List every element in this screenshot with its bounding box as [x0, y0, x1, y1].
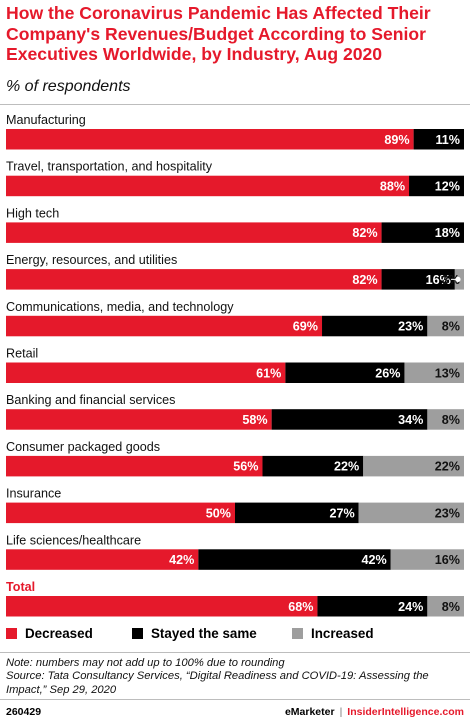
legend-decreased-swatch [6, 628, 17, 639]
value-label-communications-media-and-technology-increased: 8% [442, 320, 460, 334]
value-label-manufacturing-decreased: 89% [384, 133, 409, 147]
value-label-banking-and-financial-services-increased: 8% [442, 413, 460, 427]
bar-total-stayed-the-same [317, 596, 428, 617]
brand-emarketer: eMarketer [284, 706, 335, 718]
value-label-consumer-packaged-goods-stayed-the-same: 22% [334, 460, 359, 474]
value-label-total-increased: 8% [442, 600, 460, 614]
value-label-retail-stayed-the-same: 26% [375, 366, 400, 380]
brand-insider-intelligence[interactable]: InsiderIntelligence.com [347, 706, 464, 718]
value-label-energy-resources-and-utilities-stayed-the-same: 16% [426, 273, 451, 287]
value-label-insurance-stayed-the-same: 27% [329, 506, 354, 520]
notes-divider [0, 652, 470, 653]
category-label-energy-resources-and-utilities: Energy, resources, and utilities [6, 253, 177, 267]
value-label-consumer-packaged-goods-increased: 22% [435, 460, 460, 474]
value-label-energy-resources-and-utilities-decreased: 82% [352, 273, 377, 287]
category-label-travel-transportation-and-hospitality: Travel, transportation, and hospitality [6, 160, 213, 174]
bar-energy-resources-and-utilities-decreased [6, 269, 382, 290]
chart-subtitle: % of respondents [6, 78, 131, 95]
source-text: Source: Tata Consultancy Services, “Digi… [6, 670, 429, 696]
bar-consumer-packaged-goods-increased [363, 455, 464, 477]
category-label-insurance: Insurance [6, 487, 61, 501]
value-label-life-sciences-healthcare-decreased: 42% [169, 553, 194, 567]
footer-brands: eMarketer | InsiderIntelligence.com [285, 706, 464, 718]
bar-travel-transportation-and-hospitality-decreased [6, 175, 410, 197]
value-label-communications-media-and-technology-decreased: 69% [293, 320, 318, 334]
value-label-high-tech-decreased: 82% [352, 226, 377, 240]
value-label-life-sciences-healthcare-increased: 16% [435, 553, 460, 567]
top-divider [0, 104, 470, 105]
note-text: Note: numbers may not add up to 100% due… [6, 657, 285, 669]
value-label-total-stayed-the-same: 24% [398, 600, 423, 614]
category-label-total: Total [6, 580, 35, 594]
bar-insurance-stayed-the-same [235, 502, 359, 524]
value-label-total-decreased: 68% [288, 600, 313, 614]
value-label-high-tech-stayed-the-same: 18% [435, 226, 460, 240]
category-label-communications-media-and-technology: Communications, media, and technology [6, 300, 234, 314]
footer-divider [0, 699, 470, 700]
value-label-communications-media-and-technology-stayed-the-same: 23% [398, 320, 423, 334]
bar-retail-stayed-the-same [285, 362, 405, 383]
bar-life-sciences-healthcare-decreased [6, 549, 199, 570]
chart-id: 260429 [6, 706, 42, 718]
category-label-life-sciences-healthcare: Life sciences/healthcare [6, 533, 141, 547]
category-label-manufacturing: Manufacturing [6, 113, 86, 127]
chart-title: How the Coronavirus Pandemic Has Affecte… [6, 3, 431, 64]
value-label-manufacturing-stayed-the-same: 11% [435, 133, 460, 147]
bar-consumer-packaged-goods-stayed-the-same [262, 455, 364, 477]
bar-high-tech-stayed-the-same [381, 222, 464, 243]
value-label-banking-and-financial-services-decreased: 58% [242, 413, 267, 427]
bar-communications-media-and-technology-decreased [6, 315, 323, 337]
chart-notes: Note: numbers may not add up to 100% due… [6, 657, 464, 697]
bar-total-decreased [6, 596, 318, 617]
value-label-banking-and-financial-services-stayed-the-same: 34% [398, 413, 423, 427]
bar-manufacturing-stayed-the-same [413, 129, 464, 150]
legend-stayed: Stayed the same [132, 626, 257, 641]
bar-life-sciences-healthcare-increased [390, 549, 464, 570]
legend-decreased-label: Decreased [25, 626, 93, 641]
bar-banking-and-financial-services-stayed-the-same [271, 409, 428, 430]
bar-consumer-packaged-goods-decreased [6, 455, 263, 477]
legend-decreased: Decreased [6, 626, 93, 641]
value-label-retail-decreased: 61% [256, 366, 281, 380]
value-label-energy-resources-and-utilities-increased: 3% [442, 273, 460, 287]
value-label-consumer-packaged-goods-decreased: 56% [233, 460, 258, 474]
bar-manufacturing-decreased [6, 129, 414, 150]
bar-travel-transportation-and-hospitality-stayed-the-same [409, 175, 464, 197]
footer-separator: | [339, 706, 343, 718]
category-label-high-tech: High tech [6, 206, 59, 220]
bar-banking-and-financial-services-increased [427, 409, 464, 430]
value-label-insurance-decreased: 50% [206, 506, 231, 520]
leader-dot-energy-resources-and-utilities [455, 276, 461, 282]
bar-insurance-decreased [6, 502, 235, 524]
bar-insurance-increased [358, 502, 464, 524]
value-label-retail-increased: 13% [435, 366, 460, 380]
legend-increased-label: Increased [311, 626, 374, 641]
bar-banking-and-financial-services-decreased [6, 409, 272, 430]
bar-retail-decreased [6, 362, 286, 383]
value-label-travel-transportation-and-hospitality-stayed-the-same: 12% [435, 179, 460, 193]
value-label-travel-transportation-and-hospitality-decreased: 88% [380, 179, 405, 193]
footer: 260429 eMarketer | InsiderIntelligence.com [0, 700, 470, 720]
bar-communications-media-and-technology-increased [427, 315, 464, 337]
bar-high-tech-decreased [6, 222, 382, 243]
legend-increased-swatch [292, 628, 303, 639]
bar-total-increased [427, 596, 464, 617]
category-label-retail: Retail [6, 347, 38, 361]
bar-retail-increased [404, 362, 464, 383]
category-label-consumer-packaged-goods: Consumer packaged goods [6, 440, 160, 454]
bar-communications-media-and-technology-stayed-the-same [322, 315, 428, 337]
legend-increased: Increased [292, 626, 374, 641]
bar-life-sciences-healthcare-stayed-the-same [198, 549, 391, 570]
value-label-life-sciences-healthcare-stayed-the-same: 42% [362, 553, 387, 567]
legend-stayed-swatch [132, 628, 143, 639]
value-label-insurance-increased: 23% [435, 506, 460, 520]
stacked-bar-chart: Manufacturing 89% 11% Travel, transportatio… [6, 113, 464, 617]
bar-energy-resources-and-utilities-stayed-the-same [381, 269, 455, 290]
legend-stayed-label: Stayed the same [151, 626, 257, 641]
category-label-banking-and-financial-services: Banking and financial services [6, 393, 175, 407]
